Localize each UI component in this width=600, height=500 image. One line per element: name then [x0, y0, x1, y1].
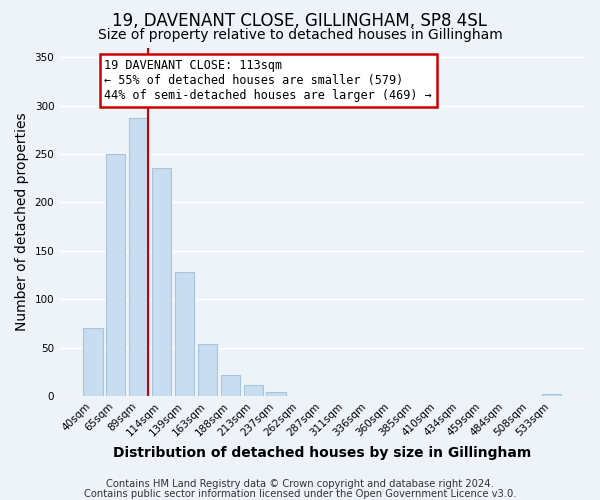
X-axis label: Distribution of detached houses by size in Gillingham: Distribution of detached houses by size …	[113, 446, 531, 460]
Bar	[83, 328, 103, 396]
Bar	[266, 392, 286, 396]
Bar	[152, 168, 172, 396]
Text: Contains HM Land Registry data © Crown copyright and database right 2024.: Contains HM Land Registry data © Crown c…	[106, 479, 494, 489]
Bar	[542, 394, 561, 396]
Bar	[244, 386, 263, 396]
Y-axis label: Number of detached properties: Number of detached properties	[15, 112, 29, 331]
Bar	[106, 154, 125, 396]
Text: Contains public sector information licensed under the Open Government Licence v3: Contains public sector information licen…	[84, 489, 516, 499]
Bar	[198, 344, 217, 396]
Text: Size of property relative to detached houses in Gillingham: Size of property relative to detached ho…	[98, 28, 502, 42]
Text: 19 DAVENANT CLOSE: 113sqm
← 55% of detached houses are smaller (579)
44% of semi: 19 DAVENANT CLOSE: 113sqm ← 55% of detac…	[104, 59, 432, 102]
Text: 19, DAVENANT CLOSE, GILLINGHAM, SP8 4SL: 19, DAVENANT CLOSE, GILLINGHAM, SP8 4SL	[113, 12, 487, 30]
Bar	[221, 374, 240, 396]
Bar	[129, 118, 148, 396]
Bar	[175, 272, 194, 396]
